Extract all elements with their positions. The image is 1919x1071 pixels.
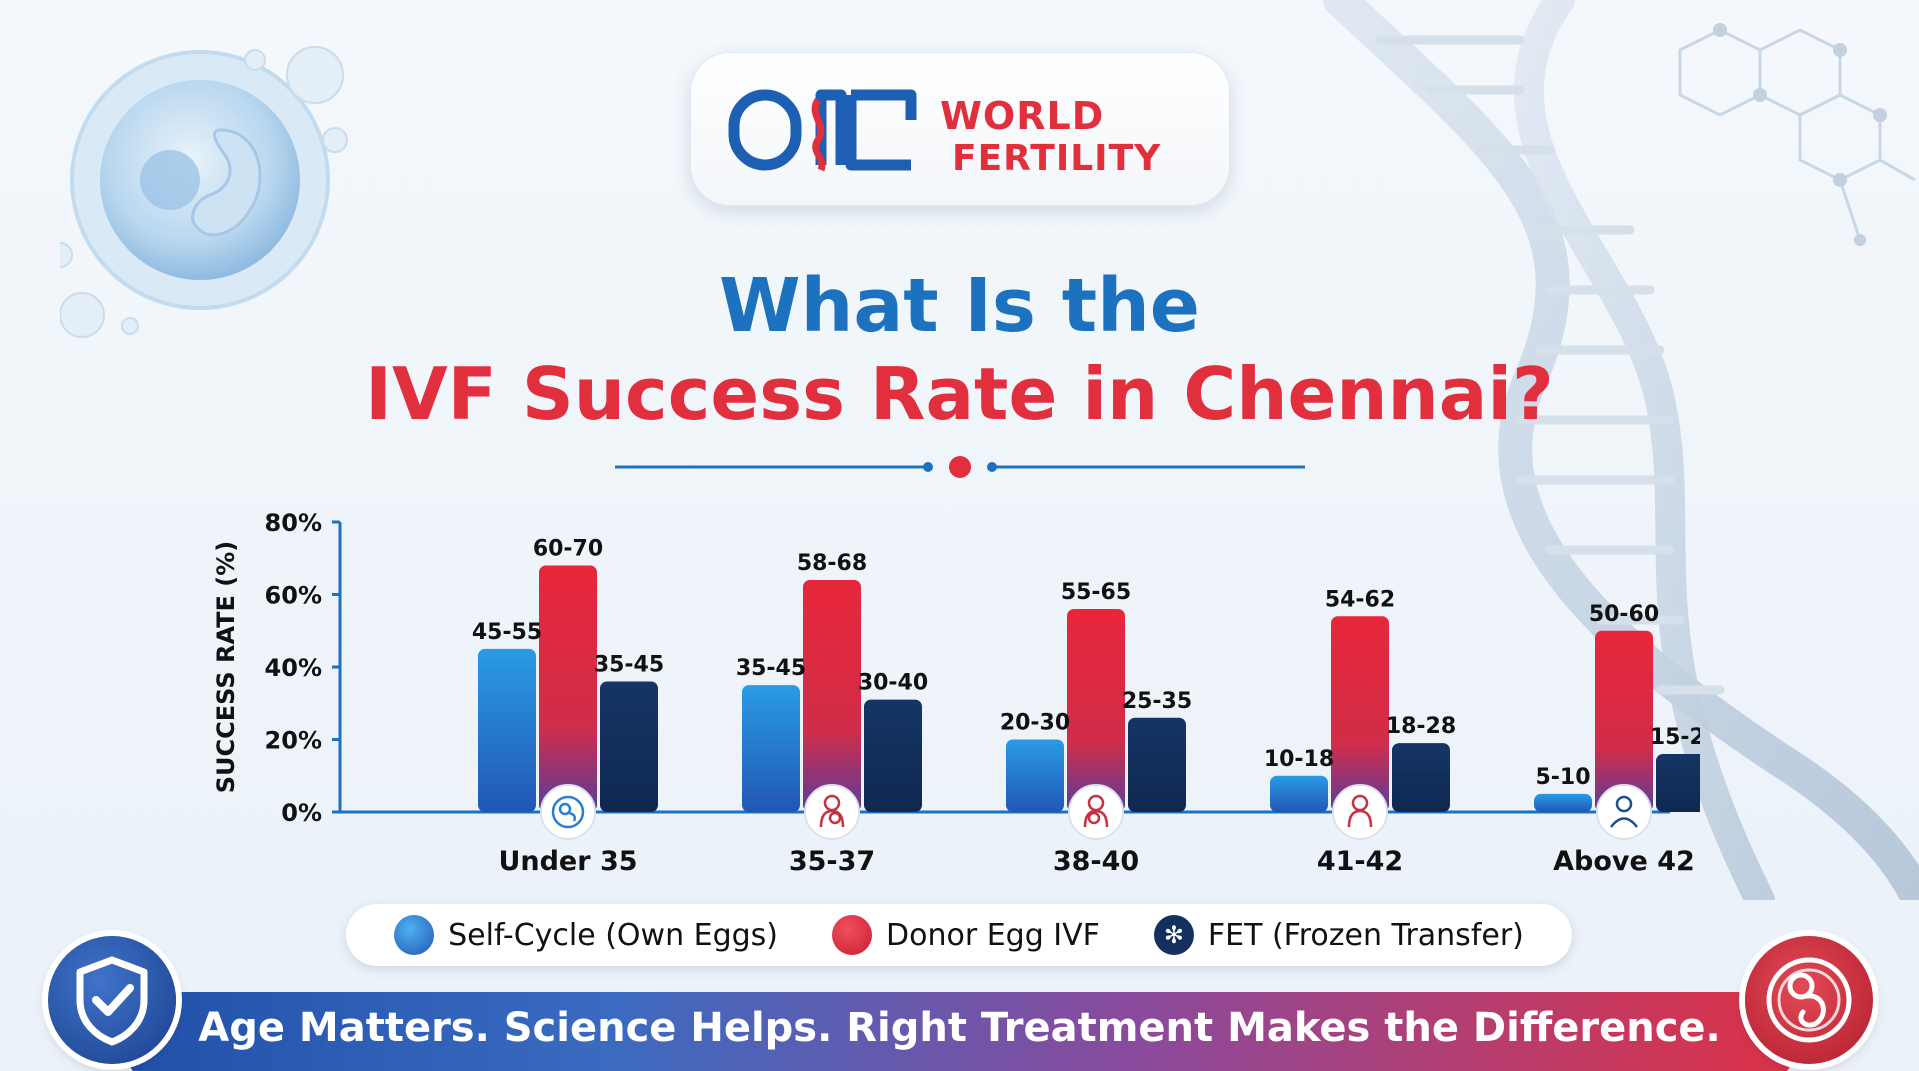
bar-donor-egg [1331,616,1389,812]
chart-legend: Self-Cycle (Own Eggs) Donor Egg IVF ✻ FE… [346,904,1572,966]
one-world-fertility-logo-mark [728,89,917,172]
bar-fet [1392,743,1450,812]
shield-check-icon [48,936,176,1064]
doctor-icon [1596,784,1652,840]
bar-value-label: 30-40 [858,671,928,696]
legend-label: Self-Cycle (Own Eggs) [448,917,778,953]
woman-icon [1332,784,1388,840]
y-tick-label: 60% [265,582,322,610]
bar-value-label: 10-18 [1264,747,1334,772]
footer-tagline: Age Matters. Science Helps. Right Treatm… [198,1005,1721,1051]
bar-value-label: 50-60 [1589,602,1659,627]
bar-fet [600,681,658,812]
y-tick-label: 80% [265,509,322,537]
x-category-label: Under 35 [498,846,637,877]
x-category-label: 35-37 [789,846,875,877]
fetus-icon [1745,936,1873,1064]
bar-value-label: 5-10 [1535,765,1590,790]
bar-value-label: 45-55 [472,620,542,645]
pregnant-woman-icon [804,784,860,840]
bar-donor-egg [803,580,861,812]
bar-fet [864,699,922,812]
bar-fet [1128,717,1186,812]
y-tick-label: 40% [265,654,322,682]
bar-donor-egg [1595,630,1653,812]
bar-value-label: 35-45 [736,656,806,681]
bar-value-label: 58-68 [797,551,867,576]
bar-value-label: 15-22 [1650,725,1700,750]
footer-banner [80,992,1840,1071]
bar-value-label: 35-45 [594,653,664,678]
bar-value-label: 55-65 [1061,580,1131,605]
bar-self-cycle [1534,793,1592,812]
bar-donor-egg [539,565,597,812]
embryo-illustration [60,46,348,338]
bar-value-label: 20-30 [1000,711,1070,736]
legend-item-donor-egg: Donor Egg IVF [832,915,1100,955]
y-tick-label: 20% [265,727,322,755]
bar-self-cycle [742,685,800,812]
red-dot-icon [832,915,872,955]
bar-value-label: 54-62 [1325,587,1395,612]
x-category-label: 41-42 [1317,846,1403,877]
legend-item-fet: ✻ FET (Frozen Transfer) [1153,915,1524,955]
y-axis-title: SUCCESS RATE (%) [212,541,240,794]
bar-self-cycle [1006,739,1064,812]
legend-label: Donor Egg IVF [886,917,1100,953]
bar-value-label: 25-35 [1122,689,1192,714]
bar-value-label: 18-28 [1386,714,1456,739]
bar-self-cycle [478,648,536,812]
logo-word-world: WORLD [940,94,1105,138]
bar-fet [1656,754,1700,812]
bar-value-label: 60-70 [533,537,603,562]
success-rate-bar-chart: 0% 20% 40% 60% 80% SUCCESS RATE (%) 45-55 60-7… [212,509,1700,877]
page-title-line-2: IVF Success Rate in Chennai? [365,352,1554,436]
legend-label: FET (Frozen Transfer) [1207,917,1524,953]
bar-donor-egg [1067,609,1125,812]
embryo-icon [540,784,596,840]
page-title-line-1: What Is the [719,263,1200,349]
y-tick-label: 0% [281,799,322,827]
dna-helix-decoration [1323,0,1919,900]
logo-word-fertility: FERTILITY [952,138,1162,179]
legend-item-self-cycle: Self-Cycle (Own Eggs) [394,915,778,955]
molecule-decoration [1678,23,1916,246]
blue-dot-icon [394,915,435,955]
woman-with-baby-icon [1068,784,1124,840]
title-divider [615,456,1305,478]
snowflake-icon: ✻ [1153,915,1194,955]
x-category-label: Above 42 [1553,846,1695,877]
bar-self-cycle [1270,775,1328,812]
logo-card: WORLD FERTILITY [690,52,1230,206]
x-category-label: 38-40 [1053,846,1139,877]
